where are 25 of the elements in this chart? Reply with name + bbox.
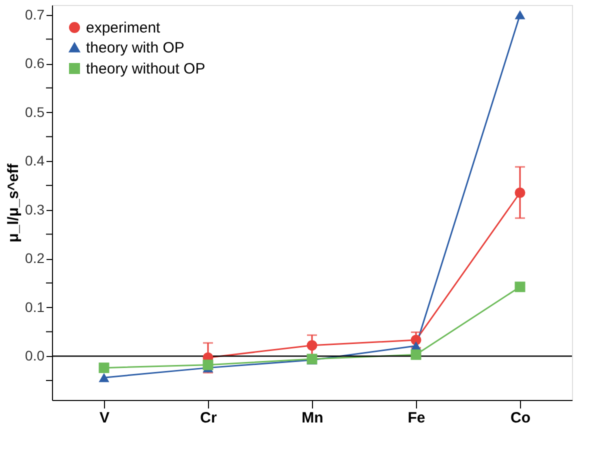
- point: [306, 340, 318, 351]
- legend-label: theory with OP: [86, 40, 184, 56]
- point: [202, 360, 214, 370]
- point: [514, 282, 526, 292]
- point: [98, 373, 110, 382]
- y-tick-label: 0.2: [25, 250, 45, 266]
- x-tick-label: Co: [510, 410, 530, 426]
- y-tick-label: 0.6: [25, 55, 45, 72]
- y-axis-title: μ_l/μ_s^eff: [5, 162, 22, 242]
- point: [98, 362, 110, 374]
- point: [514, 188, 526, 198]
- y-tick-label: 0.4: [25, 152, 45, 169]
- y-tick-label: 0.1: [25, 298, 45, 315]
- y-tick-label: 0.3: [25, 201, 45, 218]
- legend-label: experiment: [86, 20, 162, 36]
- x-tick-label: Mn: [302, 410, 324, 426]
- x-tick-label: Fe: [408, 410, 426, 426]
- y-tick-label: 0.5: [25, 104, 45, 120]
- y-tick-label: 0.0: [25, 348, 45, 364]
- legend-label: theory without OP: [86, 60, 206, 78]
- x-tick-label: V: [99, 410, 110, 426]
- point: [410, 349, 422, 360]
- x-tick-label: Cr: [200, 410, 217, 426]
- point: [514, 10, 526, 20]
- y-tick-label: 0.7: [25, 6, 45, 22]
